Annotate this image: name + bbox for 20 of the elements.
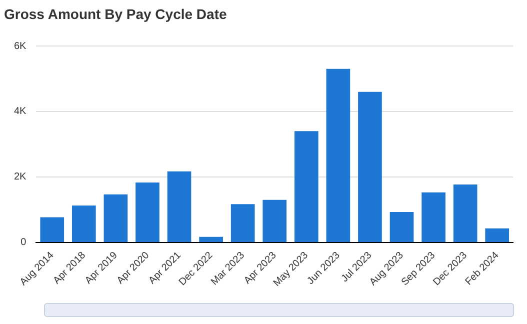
bar [72,205,96,242]
y-tick-label: 0 [20,237,27,248]
y-tick-label: 2K [14,172,27,183]
y-tick-label: 4K [14,106,27,118]
bar [104,194,128,242]
y-tick-label: 6K [14,40,27,52]
chart-title: Gross Amount By Pay Cycle Date [4,6,227,22]
bar [358,92,382,242]
bar [485,228,510,242]
bar [294,131,318,242]
bar [422,192,446,242]
bar [326,68,350,242]
bar [453,184,478,242]
bar [262,200,287,242]
bar [230,204,255,242]
bar [136,182,160,242]
bar [40,217,64,242]
bar [199,236,223,242]
bar [390,212,414,242]
bar [167,171,192,242]
